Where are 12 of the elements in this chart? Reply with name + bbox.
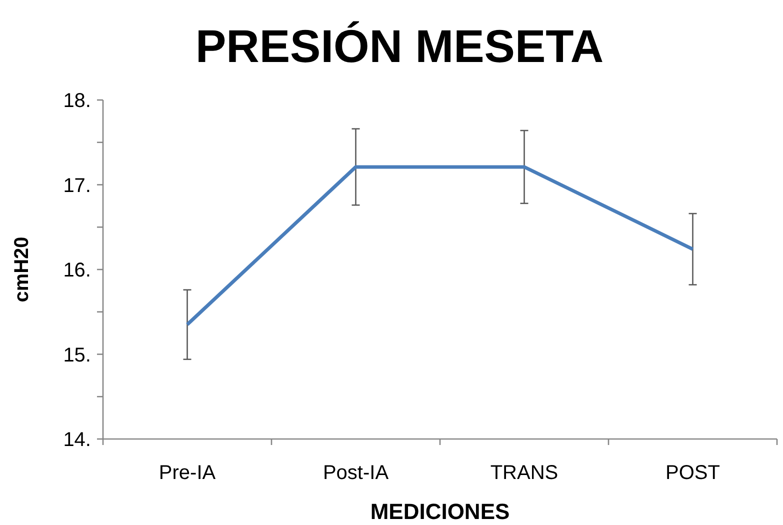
y-tick-label: 14.	[63, 429, 91, 451]
y-tick-label: 18.	[63, 90, 91, 112]
x-tick-label: Pre-IA	[158, 462, 216, 484]
x-tick-label: Post-IA	[322, 462, 390, 484]
y-tick-label: 17.	[63, 174, 91, 197]
x-tick-label: POST	[666, 462, 720, 484]
x-tick-label: TRANS	[490, 462, 558, 484]
chart-title: PRESIÓN MESETA	[195, 20, 604, 72]
x-axis-title: MEDICIONES	[370, 499, 510, 524]
y-axis-title: cmH20	[11, 236, 33, 302]
y-tick-label: 15.	[63, 344, 91, 366]
y-tick-label: 16.	[63, 260, 91, 282]
